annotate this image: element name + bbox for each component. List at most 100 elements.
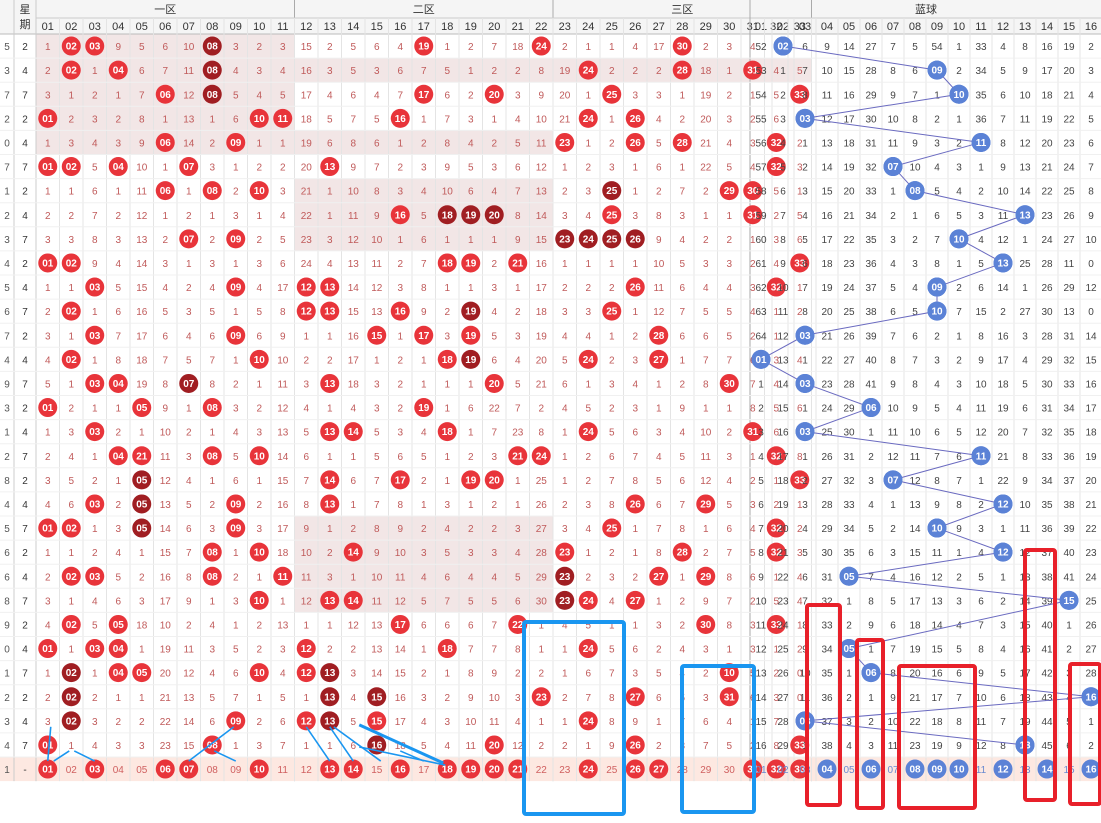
omission-value: 4	[703, 283, 709, 294]
red-column-header: 18	[441, 21, 453, 33]
blue-omission-value: 33	[843, 500, 855, 511]
blue-omission-value: 2	[978, 500, 984, 511]
omission-value: 6	[562, 379, 568, 390]
blue-omission-value: 28	[1085, 669, 1097, 680]
latest-red-number: 28	[677, 765, 689, 776]
blue-omission-value: 26	[1041, 283, 1053, 294]
omission-value: 1	[562, 163, 568, 174]
omission-value: 10	[700, 428, 712, 439]
omission-value: 3	[679, 211, 685, 222]
latest-red-ball-number: 19	[465, 765, 477, 776]
red-column-header: 28	[676, 21, 688, 33]
blue-omission-value: 5	[1022, 379, 1028, 390]
blue-omission-value: 8	[802, 90, 808, 101]
blue-omission-value: 7	[956, 476, 962, 487]
omission-value: 3	[421, 548, 427, 559]
omission-value: 5	[186, 500, 192, 511]
omission-value: 11	[301, 572, 312, 583]
blue-omission-value: 11	[998, 211, 1009, 222]
blue-omission-value: 29	[865, 90, 877, 101]
omission-value: 5	[444, 548, 450, 559]
omission-value: 3	[256, 66, 262, 77]
omission-value: 3	[703, 259, 709, 270]
blue-omission-value: 24	[1063, 163, 1075, 174]
red-ball	[155, 181, 175, 201]
omission-value: 3	[491, 163, 497, 174]
blue-omission-value: 4	[934, 379, 940, 390]
omission-value: 5	[280, 235, 286, 246]
omission-value: 4	[444, 741, 450, 752]
omission-value: 1	[703, 404, 709, 415]
omission-value: 2	[632, 331, 638, 342]
red-column-header: 14	[347, 21, 359, 33]
omission-value: 1	[562, 259, 568, 270]
omission-value: 8	[444, 138, 450, 149]
omission-value: 4	[45, 500, 51, 511]
omission-value: 1	[327, 187, 333, 198]
red-ball	[766, 518, 786, 538]
red-ball-number: 30	[724, 379, 736, 390]
red-ball	[461, 301, 481, 321]
red-ball	[320, 590, 340, 610]
blue-omission-value: 11	[910, 452, 921, 463]
row-weekday: 7	[22, 741, 28, 752]
row-weekday: -	[23, 765, 26, 776]
blue-omission-value: 38	[1041, 572, 1053, 583]
omission-value: 1	[750, 452, 756, 463]
red-column-header: 33	[794, 21, 806, 33]
omission-value: 3	[750, 645, 756, 656]
omission-value: 5	[209, 693, 215, 704]
latest-red-number: 05	[136, 765, 148, 776]
blue-omission-value: 2	[1088, 741, 1094, 752]
omission-value: 1	[139, 645, 145, 656]
blue-omission-value: 9	[978, 669, 984, 680]
latest-red-ball	[766, 759, 786, 779]
blue-column-header: 16	[1085, 21, 1097, 33]
red-ball	[320, 277, 340, 297]
blue-omission-value: 17	[909, 596, 921, 607]
week-header: 期	[20, 18, 31, 31]
omission-value: 3	[750, 138, 756, 149]
omission-value: 17	[348, 355, 360, 366]
blue-omission-value: 6	[956, 452, 962, 463]
blue-omission-value: 12	[887, 452, 899, 463]
blue-omission-value: 9	[1022, 476, 1028, 487]
blue-omission-value: 42	[1041, 669, 1053, 680]
red-ball	[461, 205, 481, 225]
omission-value: 1	[374, 355, 380, 366]
red-ball-number: 28	[653, 331, 665, 342]
omission-value: 2	[397, 163, 403, 174]
red-column-header: 11	[277, 21, 288, 33]
red-ball	[108, 373, 128, 393]
omission-value: 4	[186, 476, 192, 487]
blue-omission-value: 21	[1063, 90, 1075, 101]
blue-ball-number: 02	[777, 42, 789, 53]
red-ball	[390, 470, 410, 490]
omission-value: 1	[256, 476, 262, 487]
red-ball	[249, 446, 269, 466]
omission-value: 10	[536, 114, 548, 125]
blue-omission-value: 9	[1022, 66, 1028, 77]
omission-value: 6	[280, 717, 286, 728]
omission-value: 2	[421, 669, 427, 680]
omission-value: 15	[395, 669, 407, 680]
omission-value: 2	[679, 379, 685, 390]
red-ball	[437, 349, 457, 369]
row-weekday: 4	[22, 138, 28, 149]
omission-value: 3	[45, 717, 51, 728]
omission-value: 3	[491, 452, 497, 463]
blue-omission-value: 56	[755, 138, 767, 149]
red-ball-number: 30	[700, 620, 712, 631]
blue-omission-value: 26	[843, 331, 855, 342]
omission-value: 3	[256, 741, 262, 752]
blue-omission-value: 5	[956, 211, 962, 222]
omission-value: 3	[45, 331, 51, 342]
blue-omission-value: 2	[1066, 645, 1072, 656]
blue-omission-value: 35	[1063, 428, 1075, 439]
blue-ball-number: 10	[953, 234, 965, 245]
omission-value: 1	[421, 355, 427, 366]
red-column-header: 19	[465, 21, 477, 33]
omission-value: 10	[371, 572, 383, 583]
omission-value: 3	[726, 42, 732, 53]
omission-value: 1	[92, 452, 98, 463]
